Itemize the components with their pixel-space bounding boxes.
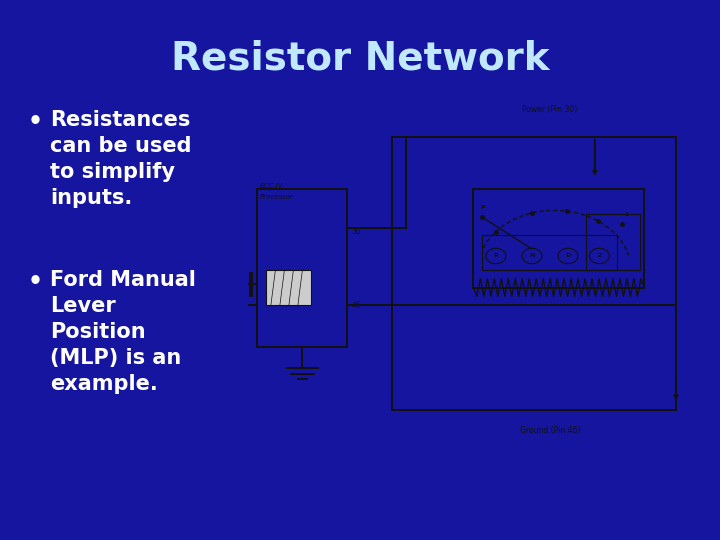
Text: Power (Pin 30): Power (Pin 30) — [522, 105, 577, 114]
Text: P: P — [480, 205, 485, 210]
Text: to simplify: to simplify — [50, 162, 175, 182]
Bar — [266, 270, 311, 305]
Bar — [474, 189, 644, 287]
Text: Processor: Processor — [260, 194, 294, 200]
Bar — [586, 214, 640, 270]
Text: (MLP) is an: (MLP) is an — [50, 348, 181, 368]
Text: N: N — [529, 253, 534, 259]
Text: Ford Manual: Ford Manual — [50, 270, 196, 290]
Text: •: • — [28, 270, 43, 294]
Text: 1: 1 — [624, 212, 629, 217]
Text: 2: 2 — [597, 253, 602, 259]
Text: can be used: can be used — [50, 136, 192, 156]
Text: R: R — [493, 253, 498, 259]
Text: example.: example. — [50, 374, 158, 394]
Text: •: • — [28, 110, 43, 134]
Text: 30: 30 — [352, 227, 361, 236]
Bar — [482, 235, 618, 270]
Bar — [258, 189, 347, 347]
Text: D: D — [565, 253, 570, 259]
Bar — [392, 137, 676, 410]
Text: Ground (Pin 46): Ground (Pin 46) — [520, 426, 580, 435]
Text: Position: Position — [50, 322, 145, 342]
Text: 46: 46 — [352, 301, 361, 309]
Text: inputs.: inputs. — [50, 188, 132, 208]
Text: Resistances: Resistances — [50, 110, 190, 130]
Text: Resistor Network: Resistor Network — [171, 40, 549, 78]
Text: Lever: Lever — [50, 296, 116, 316]
Text: ECC-IV: ECC-IV — [260, 183, 283, 189]
